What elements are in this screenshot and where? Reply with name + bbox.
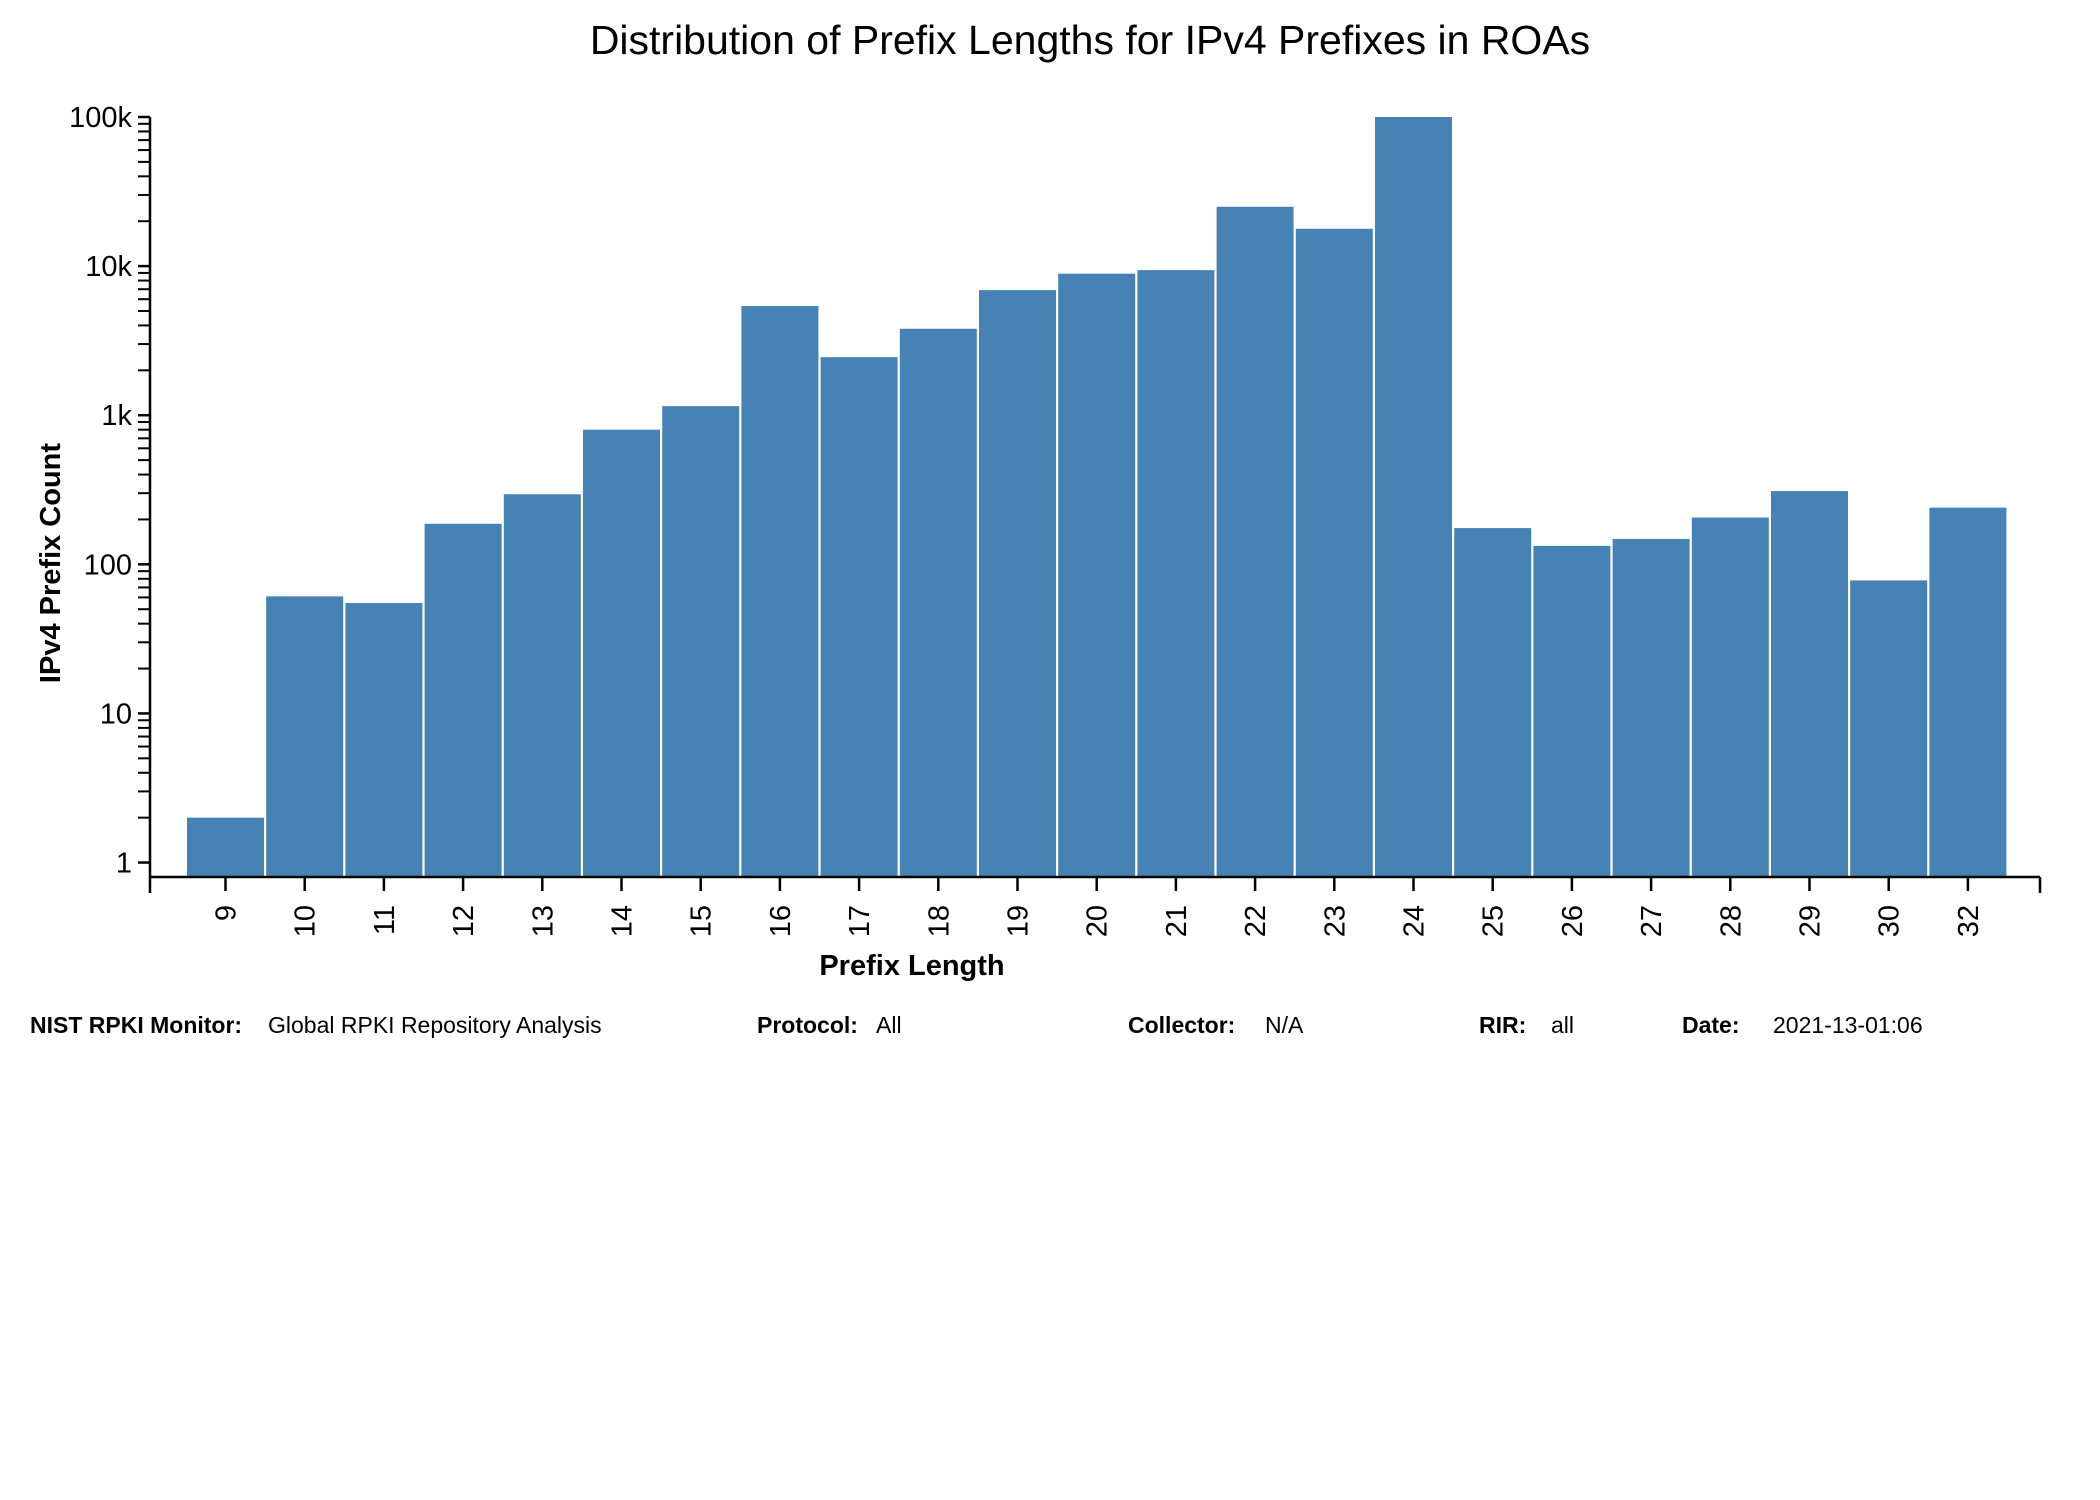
- bar-32: [1929, 507, 2007, 877]
- x-tick-label: 30: [1874, 905, 1906, 937]
- x-axis-label: Prefix Length: [819, 950, 1004, 982]
- bar-10: [266, 596, 344, 877]
- x-tick-label: 13: [527, 905, 559, 937]
- x-axis: 9 10 11 12 13 14 15 16 17 18 19 20 21 22 23 24 25 26 27 28 2…: [148, 875, 2042, 937]
- bars-group: [187, 117, 2007, 878]
- bar-30: [1850, 580, 1928, 877]
- footer-date-label: Date:: [1682, 1012, 1740, 1038]
- x-tick-label: 22: [1240, 905, 1272, 937]
- bar-24: [1375, 117, 1452, 877]
- footer-monitor-value: Global RPKI Repository Analysis: [268, 1012, 602, 1038]
- x-tick-label: 21: [1161, 905, 1193, 937]
- x-tick-label: 20: [1082, 905, 1114, 937]
- bar-28: [1691, 517, 1769, 877]
- bar-13: [503, 494, 581, 877]
- x-tick-label: 11: [369, 905, 401, 935]
- bar-20: [1058, 273, 1136, 878]
- x-tick-label: 29: [1795, 905, 1827, 937]
- footer-protocol-value: All: [876, 1012, 902, 1038]
- x-tick-label: 16: [765, 905, 797, 937]
- bar-22: [1216, 206, 1294, 877]
- footer-rir-label: RIR:: [1479, 1012, 1527, 1038]
- bar-25: [1454, 528, 1532, 877]
- footer-date-value: 2021-13-01:06: [1773, 1012, 1923, 1038]
- x-tick-label: 26: [1557, 905, 1589, 937]
- x-tick-label: 25: [1478, 905, 1510, 937]
- bar-9: [187, 817, 264, 877]
- x-tick-label: 32: [1953, 905, 1985, 937]
- y-tick-label: 100: [84, 549, 132, 581]
- chart-footer: NIST RPKI Monitor: Global RPKI Repositor…: [0, 1012, 2100, 1052]
- bar-26: [1533, 545, 1611, 877]
- x-tick-label: 12: [448, 905, 480, 937]
- bar-19: [979, 290, 1056, 877]
- x-tick-label: 24: [1399, 905, 1431, 937]
- bar-12: [424, 523, 502, 877]
- y-tick-label: 100k: [69, 102, 132, 134]
- bar-15: [662, 406, 740, 877]
- bar-27: [1612, 538, 1690, 877]
- footer-monitor-label: NIST RPKI Monitor:: [30, 1012, 243, 1038]
- x-tick-label: 28: [1715, 905, 1747, 937]
- bar-29: [1771, 491, 1848, 877]
- bar-14: [583, 429, 660, 877]
- y-tick-label: 10k: [85, 251, 132, 283]
- x-tick-label: 15: [686, 905, 718, 937]
- y-axis-label: IPv4 Prefix Count: [35, 443, 67, 683]
- y-axis: 1 10 100 1k 10k 100k: [69, 102, 152, 880]
- x-tick-label: 23: [1319, 905, 1351, 937]
- bar-21: [1137, 270, 1215, 878]
- x-tick-label: 19: [1003, 905, 1035, 937]
- bar-11: [345, 603, 423, 877]
- bar-23: [1295, 228, 1373, 877]
- footer-rir-value: all: [1551, 1012, 1575, 1038]
- y-tick-label: 10: [100, 698, 132, 730]
- y-tick-label: 1k: [101, 400, 132, 432]
- bar-16: [741, 306, 819, 877]
- bar-17: [820, 357, 898, 877]
- x-tick-label: 10: [290, 905, 322, 937]
- chart-title: Distribution of Prefix Lengths for IPv4 …: [590, 17, 1590, 63]
- footer-protocol-label: Protocol:: [757, 1012, 858, 1038]
- x-tick-label: 9: [211, 905, 243, 921]
- x-tick-label: 17: [844, 905, 876, 937]
- x-tick-label: 18: [923, 905, 955, 937]
- y-tick-label: 1: [116, 848, 132, 880]
- x-tick-label: 14: [607, 905, 639, 937]
- bar-18: [899, 328, 977, 877]
- x-tick-label: 27: [1636, 905, 1668, 937]
- footer-collector-label: Collector:: [1128, 1012, 1236, 1038]
- footer-collector-value: N/A: [1265, 1012, 1304, 1038]
